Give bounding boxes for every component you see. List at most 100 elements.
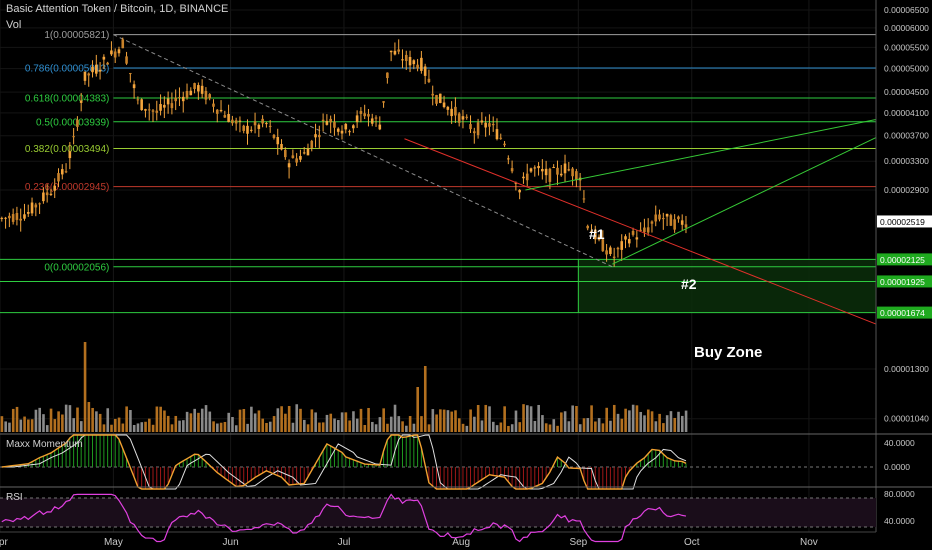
candle-body: [348, 131, 351, 133]
volume-bar: [227, 412, 230, 432]
volume-bar: [461, 423, 465, 432]
x-tick-label: Apr: [0, 537, 8, 548]
candle-body: [563, 163, 567, 174]
volume-bar: [42, 414, 45, 432]
candle-body: [166, 98, 170, 105]
candle-body: [597, 236, 601, 240]
y-tick-label: 0.00002900: [884, 185, 929, 195]
candle-body: [49, 193, 53, 195]
volume-bar: [658, 413, 661, 432]
candle-body: [650, 221, 654, 224]
price-candles: [0, 37, 688, 267]
candle-body: [590, 230, 593, 233]
volume-bar: [378, 417, 382, 432]
buy-zone-level-label: 0.00002125: [880, 255, 925, 265]
volume-bar: [427, 424, 431, 432]
volume-bar: [306, 424, 310, 432]
candle-body: [654, 214, 658, 222]
volume-bar: [624, 408, 627, 432]
volume-bar: [495, 425, 499, 432]
volume-bar: [431, 409, 435, 432]
candle-body: [102, 56, 106, 60]
fib-level-label: 0.5(0.00003939): [36, 117, 109, 128]
volume-bar: [261, 418, 265, 432]
volume-bar: [374, 424, 378, 432]
candle-body: [480, 120, 484, 123]
volume-bar: [333, 418, 336, 432]
candle-body: [329, 118, 332, 123]
last-price-label: 0.00002519: [880, 217, 925, 227]
volume-bar: [174, 415, 178, 432]
candle-body: [159, 104, 162, 111]
candle-body: [355, 115, 359, 123]
candle-body: [593, 229, 597, 240]
candle-body: [57, 173, 60, 182]
candle-body: [673, 219, 676, 230]
volume-bar: [677, 411, 680, 432]
time-axis: Apr May Jun Jul Aug Sep Oct Nov: [0, 531, 876, 548]
candle-body: [446, 106, 450, 110]
candle-body: [571, 168, 574, 177]
volume-bar: [393, 404, 397, 432]
candle-body: [476, 122, 480, 136]
candle-body: [34, 204, 38, 208]
buy-zone-level-label: 0.00001925: [880, 277, 925, 287]
candle-body: [219, 109, 223, 112]
volume-bar: [253, 413, 257, 432]
candle-body: [140, 99, 143, 111]
candle-body: [325, 120, 329, 125]
volume-bar: [590, 405, 593, 432]
volume-bar: [597, 418, 601, 432]
volume-bar: [280, 406, 283, 432]
volume-bar: [38, 407, 41, 432]
candle-body: [469, 124, 472, 130]
candle-body: [95, 64, 98, 74]
buy-zone-level-badge: [877, 253, 932, 266]
candle-body: [295, 158, 298, 163]
candle-body: [601, 239, 605, 252]
volume-bar: [193, 408, 196, 432]
volume-bar: [665, 415, 669, 432]
annotation-mark-2: #2: [681, 276, 697, 292]
x-tick-label: May: [104, 537, 123, 548]
candle-body: [567, 169, 571, 171]
candle-body: [582, 198, 586, 200]
volume-bar: [616, 413, 620, 432]
y-tick-label: 0.00003700: [884, 131, 929, 141]
rsi-panel: 80.0000 40.0000: [0, 486, 932, 543]
volume-bar: [582, 418, 586, 432]
candle-body: [627, 239, 631, 244]
fib-level-label: 1(0.00005821): [44, 30, 109, 41]
volume-bar: [178, 420, 181, 432]
volume-bar: [654, 421, 658, 432]
candle-body: [423, 66, 427, 76]
candle-body: [223, 115, 227, 118]
candle-body: [639, 229, 642, 231]
candle-body: [616, 247, 620, 250]
candle-body: [189, 90, 193, 96]
trend-lines: [404, 118, 877, 325]
volume-bar: [321, 422, 325, 432]
candle-body: [287, 163, 291, 168]
volume-bar: [548, 424, 552, 432]
volume-bar: [529, 406, 533, 432]
candle-body: [64, 171, 68, 173]
volume-bar: [450, 411, 454, 432]
candle-body: [438, 93, 442, 103]
candle-body: [151, 110, 155, 112]
candle-body: [181, 96, 185, 102]
buy-zone-label: Buy Zone: [694, 344, 762, 361]
candle-body: [643, 227, 646, 233]
momentum-line: [1, 434, 687, 490]
volume-bar: [155, 406, 159, 432]
candle-body: [129, 73, 132, 75]
volume-bar: [27, 419, 30, 432]
volume-bar: [382, 408, 385, 432]
volume-bar: [405, 425, 408, 432]
fib-level-label: 0.618(0.00004383): [25, 93, 110, 104]
candle-body: [110, 50, 113, 55]
candle-body: [310, 140, 314, 148]
volume-bar: [469, 409, 472, 432]
rsi-band: [0, 498, 876, 527]
